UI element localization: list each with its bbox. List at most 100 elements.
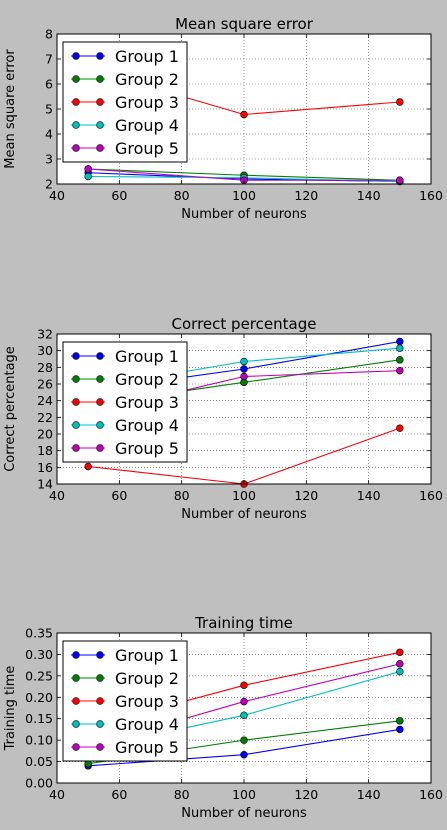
legend-label: Group 4 [115, 116, 179, 135]
data-point [396, 660, 404, 668]
x-tick-label: 140 [357, 488, 381, 503]
data-point [396, 356, 404, 364]
plot-frame [56, 33, 432, 185]
legend-label: Group 1 [115, 646, 179, 665]
legend-marker [72, 75, 80, 83]
data-point [240, 365, 248, 373]
y-axis-label: Correct percentage [3, 346, 18, 472]
x-tick-label: 120 [294, 787, 318, 802]
y-tick-label: 3 [45, 152, 53, 167]
legend-marker [96, 98, 104, 106]
legend-label: Group 1 [115, 47, 179, 66]
data-point [240, 357, 248, 366]
x-tick-label: 160 [419, 488, 443, 503]
x-tick-label: 60 [111, 488, 127, 503]
legend-marker [72, 398, 80, 406]
legend-marker [72, 98, 80, 106]
y-tick-label: 0.25 [25, 668, 53, 683]
legend-marker [96, 674, 104, 682]
x-axis-label: Number of neurons [181, 507, 307, 522]
data-point [240, 751, 248, 759]
legend-marker [96, 75, 104, 83]
legend-marker [72, 144, 80, 152]
legend-label: Group 5 [115, 139, 179, 158]
x-tick-label: 140 [357, 188, 381, 203]
x-tick-label: 160 [419, 787, 443, 802]
data-point [396, 344, 404, 352]
x-tick-label: 80 [174, 488, 190, 503]
data-point [240, 736, 248, 744]
x-tick-label: 60 [111, 188, 127, 203]
legend-marker [96, 121, 104, 129]
legend-label: Group 5 [115, 738, 179, 757]
legend-marker [96, 743, 104, 751]
subplot-3: 40 60 80 100 120 140 160 0.00 0.05 0.10 0.15 0.20 0.… [3, 614, 443, 821]
legend-marker [72, 352, 80, 360]
y-axis-label: Training time [3, 666, 18, 752]
legend-marker [96, 720, 104, 728]
legend-label: Group 3 [115, 93, 179, 112]
y-tick-label: 18 [37, 443, 53, 458]
legend-marker [96, 144, 104, 152]
x-tick-label: 100 [232, 188, 256, 203]
data-point [240, 681, 248, 689]
legend-marker [96, 421, 104, 429]
data-point [240, 110, 248, 119]
legend: Group 1 Group 2 Group 3 Group 4 Group 5 [62, 640, 188, 762]
data-point [396, 725, 404, 734]
chart-title: Training time [194, 614, 293, 632]
x-tick-label: 120 [294, 488, 318, 503]
x-tick-label: 80 [174, 188, 190, 203]
legend-label: Group 3 [115, 692, 179, 711]
legend-label: Group 2 [115, 70, 179, 89]
legend-marker [72, 444, 80, 452]
x-tick-label: 80 [174, 787, 190, 802]
plot-frame [56, 632, 432, 784]
data-point [396, 98, 404, 106]
y-tick-label: 6 [45, 77, 53, 92]
legend-marker [96, 375, 104, 383]
legend-marker [72, 720, 80, 728]
legend-label: Group 2 [115, 669, 179, 688]
legend: Group 1 Group 2 Group 3 Group 4 Group 5 [62, 41, 188, 163]
y-tick-label: 22 [37, 410, 53, 425]
x-tick-label: 140 [357, 787, 381, 802]
y-tick-label: 0.00 [25, 776, 53, 791]
x-tick-label: 40 [49, 188, 65, 203]
data-point [396, 717, 404, 725]
x-axis-label: Number of neurons [181, 806, 307, 821]
legend-marker [96, 444, 104, 452]
legend-marker [72, 674, 80, 682]
y-tick-label: 0.15 [25, 711, 53, 726]
legend-label: Group 4 [115, 715, 179, 734]
data-point [396, 366, 404, 375]
x-tick-label: 100 [232, 787, 256, 802]
y-tick-label: 32 [37, 327, 53, 342]
data-point [240, 697, 248, 706]
data-point [396, 424, 404, 432]
legend-marker [72, 375, 80, 383]
y-tick-label: 26 [37, 377, 53, 392]
y-tick-label: 24 [37, 393, 53, 408]
legend-marker [72, 121, 80, 129]
y-tick-label: 0.30 [25, 647, 53, 662]
y-tick-label: 0.35 [25, 626, 53, 641]
y-tick-label: 30 [37, 343, 53, 358]
chart-title: Correct percentage [172, 315, 317, 333]
legend-marker [72, 743, 80, 751]
x-tick-label: 40 [49, 787, 65, 802]
legend-label: Group 1 [115, 347, 179, 366]
y-tick-label: 2 [45, 177, 53, 192]
x-tick-label: 40 [49, 488, 65, 503]
x-tick-label: 100 [232, 488, 256, 503]
legend-label: Group 5 [115, 439, 179, 458]
subplot-1: 40 60 80 100 120 140 160 2 3 4 5 6 7 8 Mean square err… [3, 15, 443, 222]
y-tick-label: 14 [37, 477, 53, 492]
y-tick-label: 0.10 [25, 733, 53, 748]
x-tick-label: 160 [419, 188, 443, 203]
data-point [396, 667, 404, 676]
legend-label: Group 3 [115, 393, 179, 412]
legend-label: Group 4 [115, 416, 179, 435]
legend-marker [96, 398, 104, 406]
